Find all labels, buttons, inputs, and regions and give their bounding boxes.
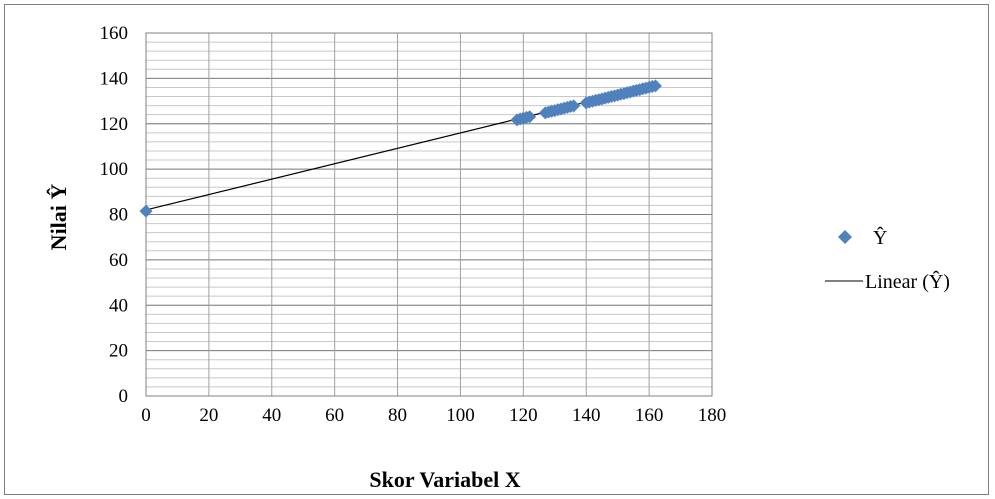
y-tick-label: 60 xyxy=(109,250,128,271)
x-tick-labels: 0 20 40 60 80 100 120 140 160 180 xyxy=(141,405,726,426)
y-tick-label: 20 xyxy=(109,341,128,362)
y-tick-label: 40 xyxy=(109,295,128,316)
legend: Ŷ Linear (Ŷ) xyxy=(825,226,950,293)
x-tick-label: 120 xyxy=(509,405,538,426)
x-tick-label: 80 xyxy=(388,405,407,426)
x-tick-label: 180 xyxy=(698,405,727,426)
y-tick-label: 160 xyxy=(100,23,129,44)
x-tick-label: 20 xyxy=(199,405,218,426)
x-tick-label: 100 xyxy=(446,405,475,426)
y-axis-title: Nilai Ŷ xyxy=(46,184,71,251)
data-points xyxy=(139,79,662,218)
data-point xyxy=(567,99,581,113)
legend-marker-diamond xyxy=(838,230,852,244)
trendline-linear xyxy=(145,84,656,211)
x-tick-label: 0 xyxy=(141,405,151,426)
scatter-chart: 0 20 40 60 80 100 120 140 160 180 0 20 40 60 80 100 120… xyxy=(46,23,950,492)
x-tick-label: 140 xyxy=(572,405,601,426)
y-tick-label: 80 xyxy=(109,205,128,226)
y-tick-label: 0 xyxy=(119,386,129,407)
grid-lines xyxy=(145,32,713,397)
y-tick-labels: 0 20 40 60 80 100 120 140 160 xyxy=(100,23,129,407)
legend-entry-y-hat: Ŷ xyxy=(873,226,887,249)
trendline xyxy=(145,84,656,211)
data-point xyxy=(523,110,537,124)
y-tick-label: 100 xyxy=(100,159,129,180)
x-tick-label: 40 xyxy=(262,405,281,426)
chart-frame: 0 20 40 60 80 100 120 140 160 180 0 20 40 60 80 100 120… xyxy=(4,4,989,495)
legend-entry-linear: Linear (Ŷ) xyxy=(865,270,950,293)
data-point xyxy=(648,79,662,93)
y-tick-label: 120 xyxy=(100,114,129,135)
x-tick-label: 60 xyxy=(325,405,344,426)
data-point xyxy=(139,204,153,218)
x-tick-label: 160 xyxy=(635,405,664,426)
x-axis-title: Skor Variabel X xyxy=(369,467,520,492)
y-tick-label: 140 xyxy=(100,68,129,89)
